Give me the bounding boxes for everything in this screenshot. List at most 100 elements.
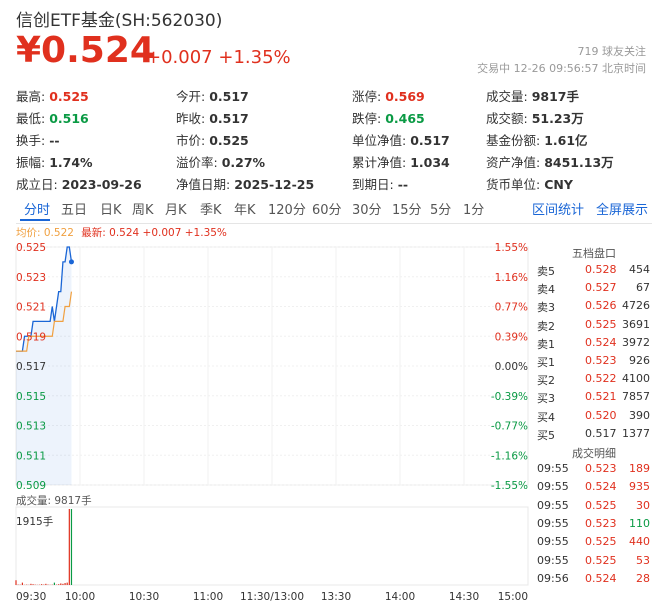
tab-60min[interactable]: 60分	[312, 203, 342, 218]
x-tick: 11:30/13:00	[240, 591, 304, 603]
order-book-price: 0.520	[585, 408, 617, 422]
price-area	[16, 246, 74, 485]
quote-value: 0.27%	[221, 155, 266, 170]
fullscreen-link[interactable]: 全屏展示	[596, 203, 649, 218]
chart-legend: 均价: 0.522 最新: 0.524 +0.007 +1.35%	[16, 225, 227, 240]
order-book-price: 0.526	[585, 299, 617, 313]
y-tick-right: -1.55%	[491, 480, 528, 492]
quote-label: 跌停:	[352, 111, 382, 126]
chart-grid	[15, 246, 529, 486]
x-tick: 10:00	[65, 591, 95, 603]
followers-count[interactable]: 719 球友关注	[577, 45, 647, 58]
quote-value: 51.23万	[531, 111, 584, 126]
quote-item: 振幅: 1.74%	[16, 152, 93, 171]
trade-price: 0.525	[585, 535, 617, 549]
price-change-pct: +1.35%	[218, 47, 291, 68]
volume-legend: 成交量: 9817手	[16, 495, 92, 507]
quote-value: 0.569	[385, 89, 425, 104]
tab-15min[interactable]: 15分	[392, 203, 422, 218]
price-change: +0.007 +1.35%	[146, 47, 291, 68]
quote-value: CNY	[544, 177, 573, 192]
avg-price-legend: 均价: 0.522	[16, 227, 74, 239]
quote-label: 最高:	[16, 89, 46, 104]
trade-vol: 53	[636, 553, 650, 567]
order-book-label: 卖5	[537, 265, 555, 278]
order-book-price: 0.517	[585, 426, 617, 440]
trade-time: 09:56	[537, 571, 569, 585]
quote-item: 净值日期: 2025-12-25	[176, 174, 314, 193]
quote-value: 0.517	[209, 89, 249, 104]
quote-item: 涨停: 0.569	[352, 86, 425, 105]
quote-value: 0.517	[209, 111, 249, 126]
tabs-divider	[16, 223, 652, 224]
quote-item: 今开: 0.517	[176, 86, 249, 105]
order-book-price: 0.527	[585, 281, 617, 295]
quote-label: 基金份额:	[486, 133, 541, 148]
quote-label: 净值日期:	[176, 177, 231, 192]
quote-value: 1.61亿	[544, 133, 588, 148]
volume-bar	[53, 582, 55, 585]
quote-label: 成交额:	[486, 111, 528, 126]
trade-time: 09:55	[537, 480, 569, 494]
order-book-vol: 4726	[622, 299, 650, 313]
tab-yearly-k[interactable]: 年K	[234, 203, 256, 218]
order-book-label: 买3	[537, 392, 555, 406]
latest-price-legend: 最新: 0.524 +0.007 +1.35%	[81, 227, 227, 239]
tab-1min[interactable]: 1分	[463, 203, 485, 218]
trade-vol: 935	[629, 480, 650, 494]
quote-label: 昨收:	[176, 111, 206, 126]
quote-item: 累计净值: 1.034	[352, 152, 450, 171]
y-tick-left: 0.519	[16, 331, 46, 343]
order-book-price: 0.528	[585, 263, 617, 276]
volume-bar	[30, 583, 32, 585]
quote-item: 溢价率: 0.27%	[176, 152, 265, 171]
order-book-vol: 4100	[622, 372, 650, 386]
avg-price-line	[16, 291, 73, 352]
trade-vol: 440	[629, 535, 650, 549]
tab-5min[interactable]: 5分	[430, 203, 452, 218]
quote-item: 货币单位: CNY	[486, 174, 573, 193]
volume-bar	[70, 509, 73, 585]
quote-item: 最高: 0.525	[16, 86, 89, 105]
tab-30min[interactable]: 30分	[352, 203, 382, 218]
interval-stats-link[interactable]: 区间统计	[532, 203, 585, 218]
quote-label: 溢价率:	[176, 155, 218, 170]
quote-item: 成立日: 2023-09-26	[16, 174, 142, 193]
quote-value: 0.517	[410, 133, 450, 148]
order-book-label: 卖3	[537, 301, 555, 315]
order-book-price: 0.525	[585, 317, 617, 331]
price-area-fill	[16, 247, 72, 485]
tab-quarterly-k[interactable]: 季K	[200, 203, 222, 218]
order-book-label: 卖1	[537, 337, 555, 351]
order-book-vol: 3691	[622, 317, 650, 331]
order-book-price: 0.522	[585, 372, 617, 386]
x-tick: 14:00	[385, 591, 415, 603]
y-tick-left: 0.513	[16, 421, 46, 433]
order-book-price: 0.523	[585, 354, 617, 367]
quote-label: 资产净值:	[486, 155, 541, 170]
trade-time: 09:55	[537, 516, 569, 530]
quote-label: 货币单位:	[486, 177, 541, 192]
tab-weekly-k[interactable]: 周K	[132, 203, 154, 218]
quote-value: 1.74%	[49, 155, 93, 170]
tab-monthly-k[interactable]: 月K	[165, 203, 187, 218]
quote-label: 到期日:	[352, 177, 394, 192]
quote-item: 单位净值: 0.517	[352, 130, 450, 149]
y-tick-left: 0.521	[16, 302, 46, 314]
tab-120min[interactable]: 120分	[268, 203, 306, 218]
quote-label: 最低:	[16, 111, 46, 126]
tab-daily-k[interactable]: 日K	[100, 203, 122, 218]
y-tick-right: 0.77%	[495, 302, 528, 314]
y-axis-left: 0.525 0.523 0.521 0.519 0.517 0.515 0.513 0.511…	[16, 242, 46, 492]
tab-five-day[interactable]: 五日	[61, 203, 88, 218]
volume-bar	[66, 582, 68, 585]
trade-time: 09:55	[537, 553, 569, 567]
tab-intraday[interactable]: 分时	[24, 203, 51, 218]
order-book-label: 买5	[537, 428, 555, 442]
order-book-title: 五档盘口	[572, 247, 616, 260]
volume-bar	[60, 583, 62, 585]
trade-price: 0.525	[585, 553, 617, 567]
volume-bar	[64, 583, 66, 585]
x-tick: 14:30	[449, 591, 479, 603]
x-tick: 15:00	[498, 591, 528, 603]
